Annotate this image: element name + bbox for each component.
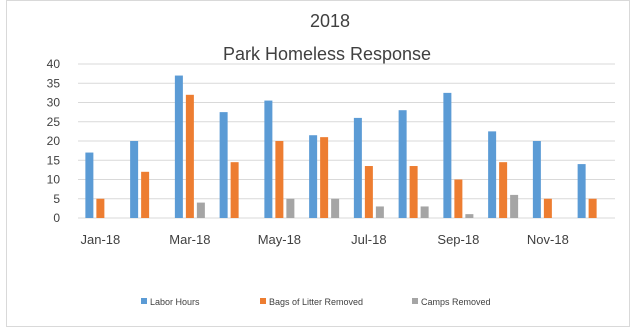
bar-bags-of-litter-removed xyxy=(230,162,239,218)
bar-labor-hours xyxy=(443,92,452,218)
bar-labor-hours xyxy=(85,152,94,218)
bar-bags-of-litter-removed xyxy=(409,166,418,218)
bar-bags-of-litter-removed xyxy=(320,137,329,218)
legend-label: Bags of Litter Removed xyxy=(269,297,363,307)
bar-labor-hours xyxy=(174,75,183,218)
bar-camps-removed xyxy=(465,214,474,218)
y-axis: 0 5 10 15 20 25 30 35 40 xyxy=(47,57,61,225)
chart-title-year: 2018 xyxy=(310,11,350,31)
legend-swatch xyxy=(412,298,418,304)
bars xyxy=(85,75,597,218)
y-tick-label: 35 xyxy=(47,76,61,90)
bar-camps-removed xyxy=(510,194,519,218)
bar-camps-removed xyxy=(331,198,340,218)
legend-swatch xyxy=(141,298,147,304)
bar-bags-of-litter-removed xyxy=(364,166,373,218)
y-tick-label: 10 xyxy=(47,173,61,187)
bar-labor-hours xyxy=(577,164,586,218)
x-tick-label: Sep-18 xyxy=(437,232,479,247)
bar-camps-removed xyxy=(196,202,205,218)
y-tick-label: 40 xyxy=(47,57,61,71)
bar-labor-hours xyxy=(309,135,318,218)
bar-bags-of-litter-removed xyxy=(499,162,508,218)
x-tick-label: Jan-18 xyxy=(81,232,121,247)
bar-bags-of-litter-removed xyxy=(96,198,105,218)
y-tick-label: 5 xyxy=(53,192,60,206)
bar-camps-removed xyxy=(286,198,295,218)
y-tick-label: 20 xyxy=(47,134,61,148)
y-tick-label: 15 xyxy=(47,153,61,167)
bar-labor-hours xyxy=(532,141,541,218)
legend-swatch xyxy=(260,298,266,304)
bar-labor-hours xyxy=(488,131,497,218)
y-tick-label: 25 xyxy=(47,115,61,129)
bar-bags-of-litter-removed xyxy=(185,94,194,218)
bar-labor-hours xyxy=(219,112,228,218)
gridlines xyxy=(78,63,615,219)
x-tick-label: May-18 xyxy=(258,232,301,247)
bar-bags-of-litter-removed xyxy=(543,198,552,218)
x-tick-label: Mar-18 xyxy=(169,232,210,247)
x-axis: Jan-18 Mar-18 May-18 Jul-18 Sep-18 Nov-18 xyxy=(81,232,569,247)
bar-labor-hours xyxy=(353,117,362,218)
chart-frame xyxy=(6,0,630,327)
legend-label: Labor Hours xyxy=(150,297,200,307)
bar-bags-of-litter-removed xyxy=(275,141,284,218)
x-tick-label: Nov-18 xyxy=(527,232,569,247)
bar-labor-hours xyxy=(264,100,273,218)
bar-bags-of-litter-removed xyxy=(454,179,463,218)
x-tick-label: Jul-18 xyxy=(351,232,386,247)
bar-labor-hours xyxy=(130,141,139,218)
chart-title-main: Park Homeless Response xyxy=(223,44,431,64)
bar-labor-hours xyxy=(398,110,407,218)
legend: Labor Hours Bags of Litter Removed Camps R… xyxy=(141,297,491,307)
legend-label: Camps Removed xyxy=(421,297,491,307)
y-tick-label: 30 xyxy=(47,96,61,110)
bar-camps-removed xyxy=(420,206,429,218)
bar-bags-of-litter-removed xyxy=(588,198,597,218)
bar-camps-removed xyxy=(375,206,384,218)
y-tick-label: 0 xyxy=(53,211,60,225)
bar-bags-of-litter-removed xyxy=(141,171,150,218)
